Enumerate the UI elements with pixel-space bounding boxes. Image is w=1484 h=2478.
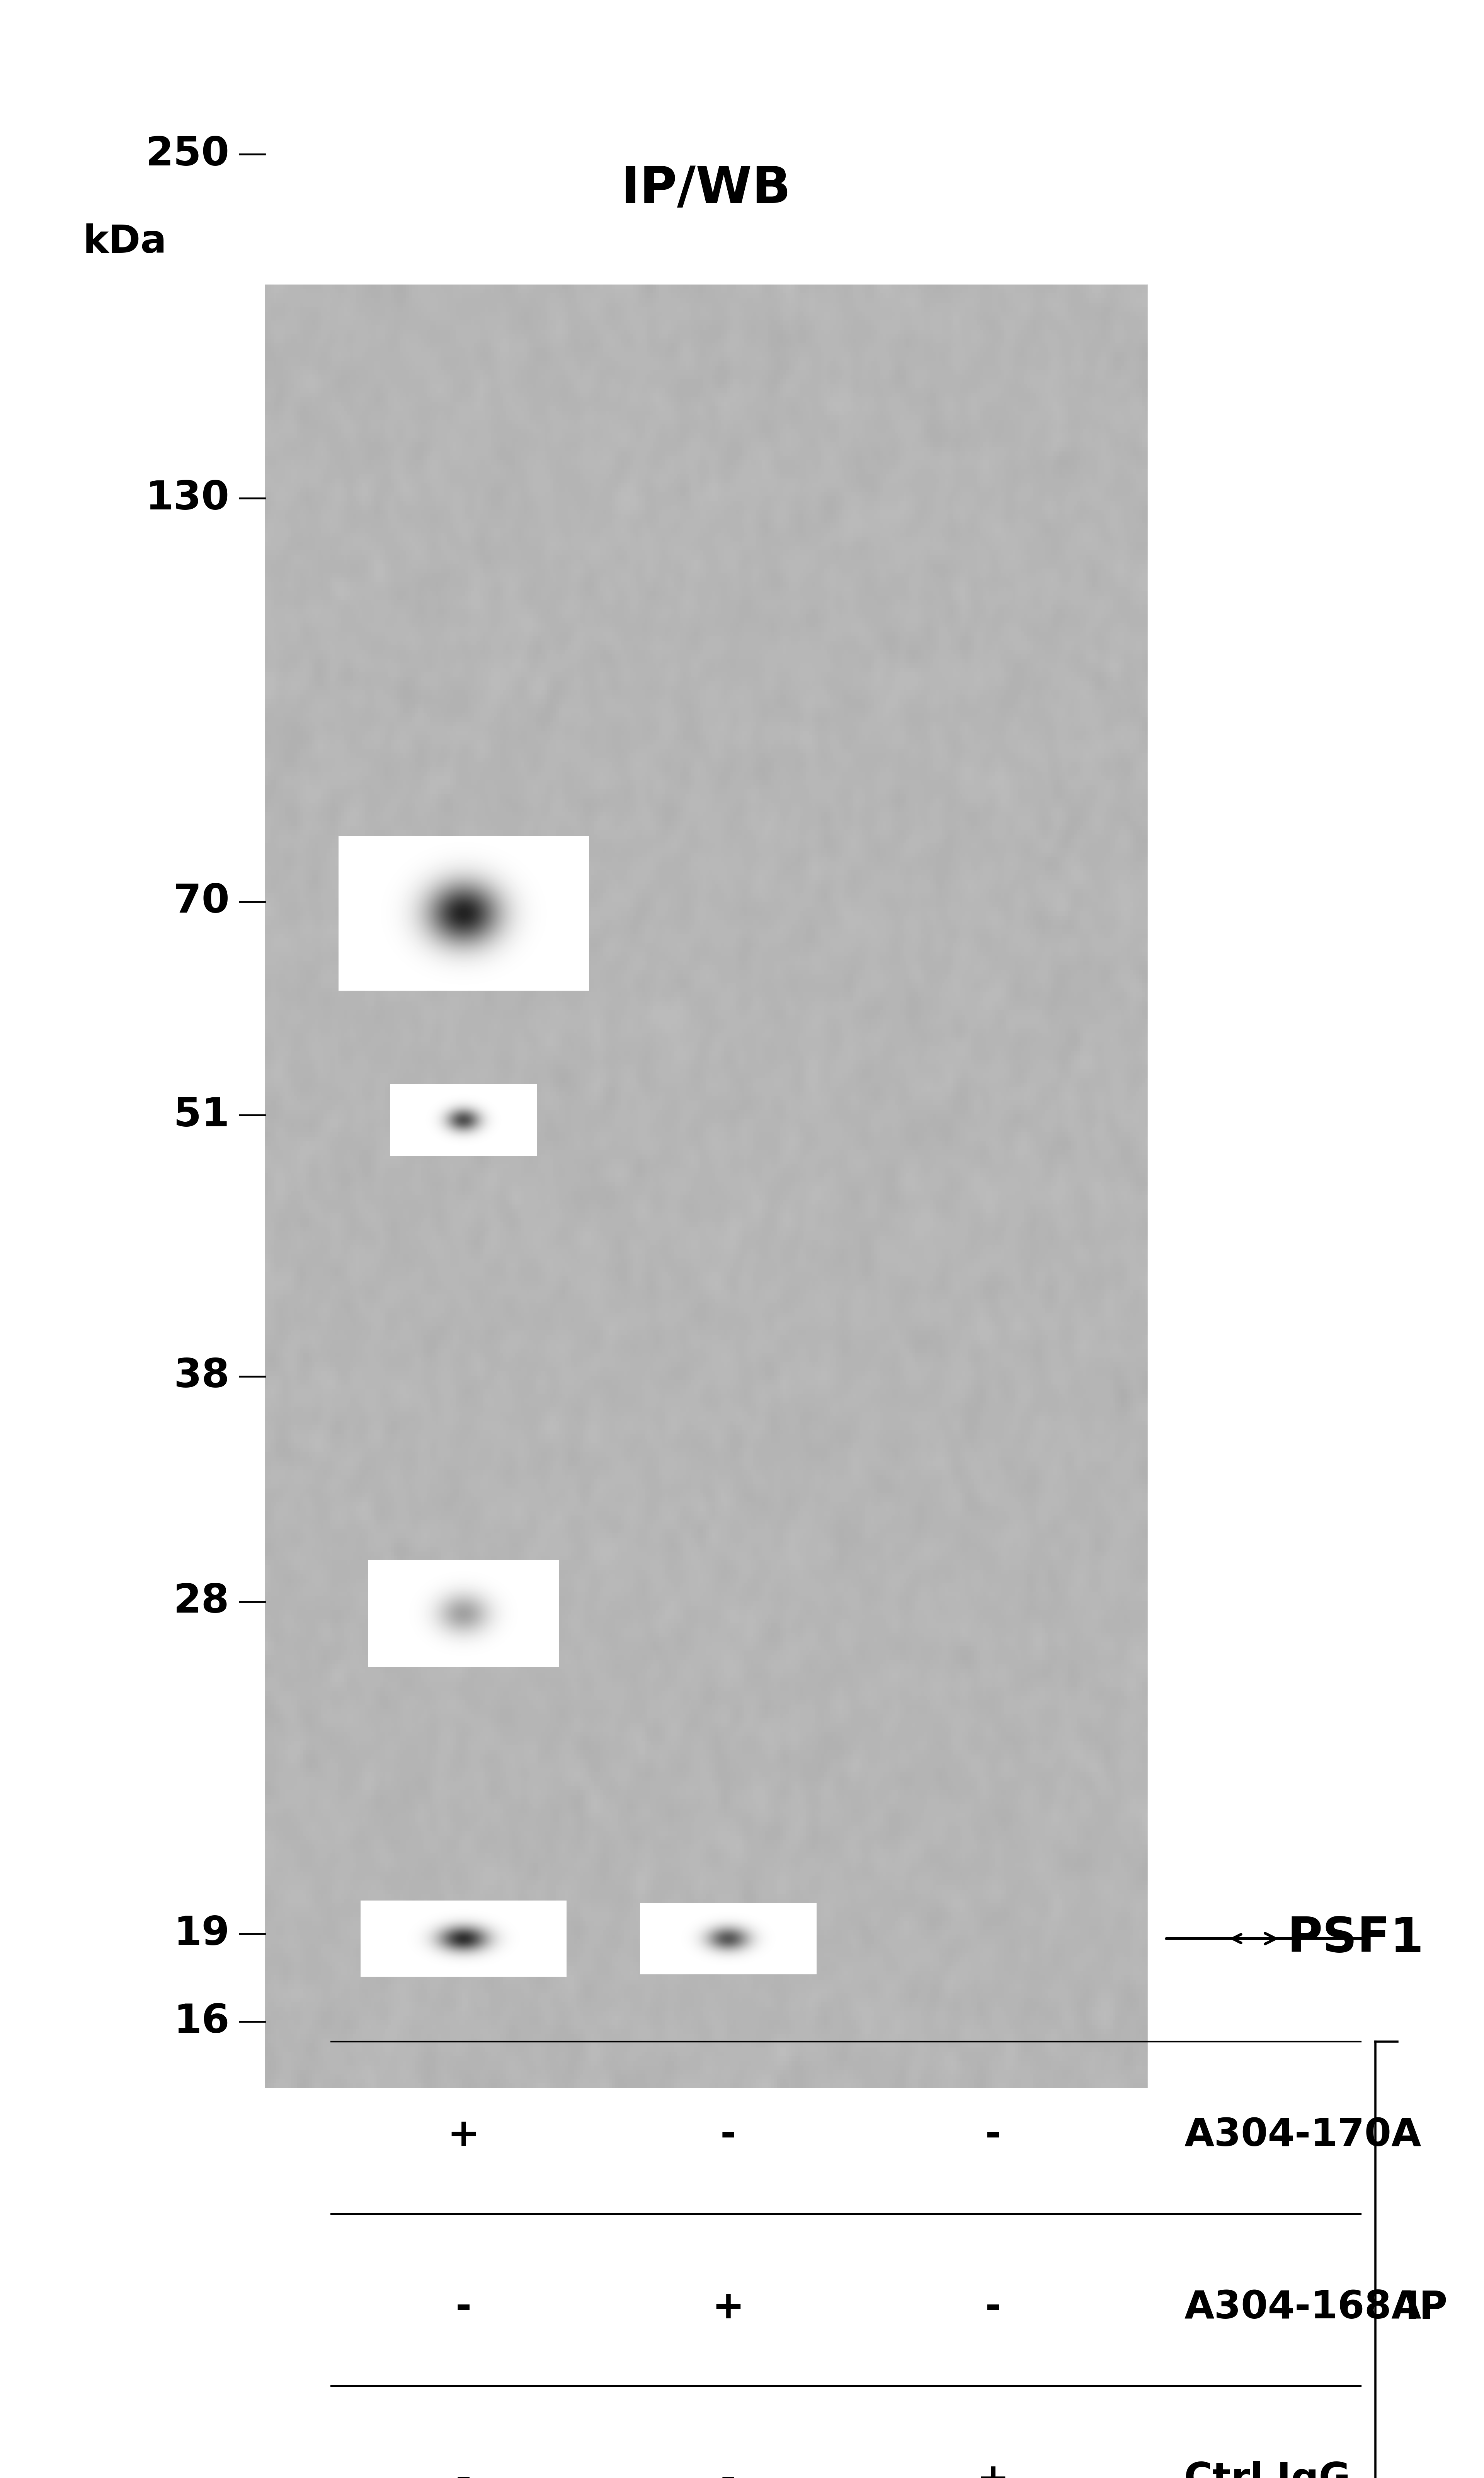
Text: 38: 38 — [174, 1358, 230, 1395]
Text: 28: 28 — [174, 1581, 230, 1621]
Text: Ctrl IgG: Ctrl IgG — [1184, 2461, 1350, 2478]
Text: -: - — [985, 2290, 1002, 2327]
Text: +: + — [447, 2116, 479, 2153]
Text: -: - — [985, 2116, 1002, 2153]
Text: -: - — [456, 2461, 472, 2478]
Text: A304-170A: A304-170A — [1184, 2116, 1422, 2153]
Text: 70: 70 — [174, 882, 230, 922]
Text: 19: 19 — [174, 1915, 230, 1953]
Text: -: - — [720, 2461, 736, 2478]
Text: A304-168A: A304-168A — [1184, 2290, 1422, 2327]
Text: 130: 130 — [145, 478, 230, 518]
Text: 16: 16 — [174, 2002, 230, 2042]
Text: IP: IP — [1405, 2290, 1447, 2327]
Text: +: + — [712, 2290, 745, 2327]
Text: 250: 250 — [145, 134, 230, 173]
Text: PSF1: PSF1 — [1287, 1915, 1425, 1963]
Text: 51: 51 — [174, 1095, 230, 1135]
Text: -: - — [456, 2290, 472, 2327]
Text: IP/WB: IP/WB — [620, 164, 791, 213]
Text: kDa: kDa — [83, 223, 168, 260]
FancyBboxPatch shape — [264, 285, 1147, 2089]
Text: -: - — [720, 2116, 736, 2153]
Text: +: + — [976, 2461, 1009, 2478]
